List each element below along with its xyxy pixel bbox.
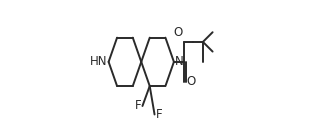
Text: O: O (186, 75, 195, 88)
Text: F: F (156, 108, 162, 121)
Text: N: N (175, 55, 184, 68)
Text: HN: HN (90, 55, 107, 68)
Text: O: O (174, 27, 183, 39)
Text: F: F (135, 99, 141, 112)
